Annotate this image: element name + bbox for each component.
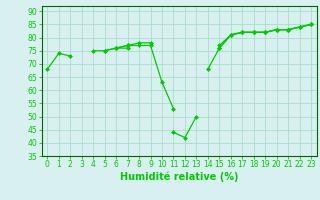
- X-axis label: Humidité relative (%): Humidité relative (%): [120, 172, 238, 182]
